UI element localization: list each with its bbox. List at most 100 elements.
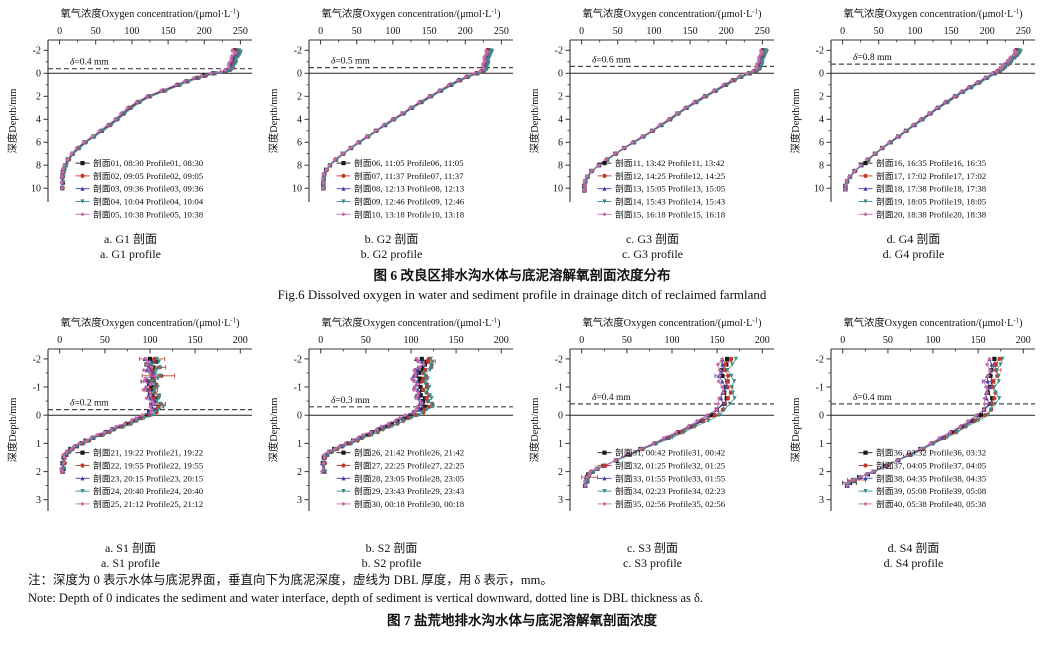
panel-caption-cn: d. G4 剖面 (886, 232, 941, 246)
svg-text:2: 2 (558, 92, 563, 103)
svg-text:2: 2 (297, 92, 302, 103)
svg-text:150: 150 (187, 335, 202, 346)
panel-caption-en: a. G1 profile (100, 247, 161, 261)
panel-caption-en: d. G4 profile (882, 247, 945, 261)
svg-text:剖面36, 03:32 Profile36, 03:32: 剖面36, 03:32 Profile36, 03:32 (876, 447, 986, 458)
svg-text:剖面31, 00:42 Profile31, 00:42: 剖面31, 00:42 Profile31, 00:42 (615, 447, 725, 458)
svg-text:剖面22, 19:55 Profile22, 19:55: 剖面22, 19:55 Profile22, 19:55 (93, 460, 204, 471)
figure6-caption-en: Fig.6 Dissolved oxygen in water and sedi… (277, 287, 767, 302)
svg-text:150: 150 (943, 26, 958, 37)
svg-text:-2: -2 (815, 46, 823, 57)
panel-caption-cn: a. G1 剖面 (104, 232, 157, 246)
svg-text:150: 150 (421, 26, 436, 37)
svg-text:剖面01, 08:30 Profile01, 08:30: 剖面01, 08:30 Profile01, 08:30 (93, 157, 204, 168)
svg-text:剖面33, 01:55 Profile33, 01:55: 剖面33, 01:55 Profile33, 01:55 (615, 472, 726, 483)
svg-text:氧气浓度Oxygen concentration/(μmol: 氧气浓度Oxygen concentration/(μmol·L-1) (843, 316, 1022, 329)
svg-text:剖面21, 19:22 Profile21, 19:22: 剖面21, 19:22 Profile21, 19:22 (93, 447, 203, 458)
svg-text:150: 150 (160, 26, 175, 37)
svg-text:氧气浓度Oxygen concentration/(μmol: 氧气浓度Oxygen concentration/(μmol·L-1) (321, 316, 500, 329)
chart-s2: 氧气浓度Oxygen concentration/(μmol·L-1)0 50 10… (267, 316, 513, 511)
svg-text:氧气浓度Oxygen concentration/(μmol: 氧气浓度Oxygen concentration/(μmol·L-1) (321, 7, 500, 20)
svg-text:150: 150 (709, 335, 724, 346)
svg-text:剖面03, 09:36 Profile03, 09:36: 剖面03, 09:36 Profile03, 09:36 (93, 183, 204, 194)
svg-text:-2: -2 (293, 354, 301, 365)
svg-text:0: 0 (36, 69, 41, 80)
svg-text:0: 0 (318, 26, 323, 37)
panel-caption-en: a. S1 profile (101, 556, 160, 570)
svg-text:3: 3 (36, 495, 41, 506)
svg-text:6: 6 (36, 138, 41, 149)
panel-caption-cn: c. S3 剖面 (626, 541, 678, 555)
svg-text:δ=0.4 mm: δ=0.4 mm (592, 393, 631, 403)
svg-text:2: 2 (36, 92, 41, 103)
svg-text:0: 0 (297, 411, 302, 422)
svg-text:0: 0 (579, 335, 584, 346)
svg-text:100: 100 (907, 26, 922, 37)
svg-text:0: 0 (819, 411, 824, 422)
svg-text:0: 0 (57, 26, 62, 37)
svg-text:剖面35, 02:56 Profile35, 02:56: 剖面35, 02:56 Profile35, 02:56 (615, 498, 726, 509)
svg-text:剖面24, 20:40 Profile24, 20:40: 剖面24, 20:40 Profile24, 20:40 (93, 485, 204, 496)
svg-text:200: 200 (718, 26, 733, 37)
svg-text:100: 100 (646, 26, 661, 37)
svg-text:50: 50 (882, 335, 892, 346)
svg-text:δ=0.8 mm: δ=0.8 mm (853, 53, 892, 63)
panel-caption-cn: c. G3 剖面 (626, 232, 679, 246)
svg-text:剖面02, 09:05 Profile02, 09:05: 剖面02, 09:05 Profile02, 09:05 (93, 170, 204, 181)
svg-text:100: 100 (925, 335, 940, 346)
svg-text:250: 250 (754, 26, 769, 37)
svg-text:氧气浓度Oxygen concentration/(μmol: 氧气浓度Oxygen concentration/(μmol·L-1) (60, 316, 239, 329)
svg-text:深度Depth/mm: 深度Depth/mm (267, 89, 280, 154)
svg-text:-1: -1 (32, 382, 40, 393)
svg-text:剖面15, 16:18 Profile15, 16:18: 剖面15, 16:18 Profile15, 16:18 (615, 208, 726, 219)
svg-text:50: 50 (90, 26, 100, 37)
svg-text:100: 100 (385, 26, 400, 37)
svg-text:剖面38, 04:35 Profile38, 04:35: 剖面38, 04:35 Profile38, 04:35 (876, 472, 987, 483)
svg-text:0: 0 (579, 26, 584, 37)
figure7-note-en: Note: Depth of 0 indicates the sediment … (28, 591, 704, 605)
figure-6: 氧气浓度Oxygen concentration/(μmol·L-1) 0 50 10… (0, 4, 1044, 303)
svg-text:0: 0 (558, 411, 563, 422)
svg-text:剖面20, 18:38 Profile20, 18:38: 剖面20, 18:38 Profile20, 18:38 (876, 208, 987, 219)
svg-text:50: 50 (621, 335, 631, 346)
panel-caption-en: d. S4 profile (883, 556, 944, 570)
svg-text:250: 250 (493, 26, 508, 37)
svg-text:-2: -2 (293, 46, 301, 57)
svg-text:1: 1 (819, 439, 824, 450)
svg-text:200: 200 (196, 26, 211, 37)
svg-text:200: 200 (1015, 335, 1030, 346)
svg-text:0: 0 (318, 335, 323, 346)
svg-text:100: 100 (403, 335, 418, 346)
svg-text:50: 50 (99, 335, 109, 346)
svg-text:剖面32, 01:25 Profile32, 01:25: 剖面32, 01:25 Profile32, 01:25 (615, 460, 726, 471)
svg-text:深度Depth/mm: 深度Depth/mm (528, 398, 541, 463)
panel-caption-en: c. S3 profile (623, 556, 682, 570)
svg-text:150: 150 (682, 26, 697, 37)
svg-text:δ=0.3 mm: δ=0.3 mm (331, 396, 370, 406)
figure7-note-cn: 注：深度为 0 表示水体与底泥界面，垂直向下为底泥深度，虚线为 DBL 厚度，用… (28, 573, 553, 587)
svg-text:200: 200 (232, 335, 247, 346)
svg-text:剖面09, 12:46 Profile09, 12:46: 剖面09, 12:46 Profile09, 12:46 (354, 196, 465, 207)
svg-text:2: 2 (297, 467, 302, 478)
chart-g2: 氧气浓度Oxygen concentration/(μmol·L-1) 0 50 10… (267, 7, 513, 219)
svg-text:100: 100 (124, 26, 139, 37)
chart-g1: 氧气浓度Oxygen concentration/(μmol·L-1) 0 50 10… (6, 7, 252, 219)
svg-text:剖面05, 10:38 Profile05, 10:38: 剖面05, 10:38 Profile05, 10:38 (93, 208, 204, 219)
svg-text:-1: -1 (815, 382, 823, 393)
svg-text:δ=0.6 mm: δ=0.6 mm (592, 55, 631, 65)
figure6-caption-cn: 图 6 改良区排水沟水体与底泥溶解氧剖面浓度分布 (373, 268, 671, 283)
svg-text:深度Depth/mm: 深度Depth/mm (6, 398, 19, 463)
svg-text:氧气浓度Oxygen concentration/(μmol: 氧气浓度Oxygen concentration/(μmol·L-1) (60, 7, 239, 20)
svg-text:0: 0 (819, 69, 824, 80)
svg-text:2: 2 (558, 467, 563, 478)
svg-text:剖面14, 15:43 Profile14, 15:43: 剖面14, 15:43 Profile14, 15:43 (615, 196, 726, 207)
svg-text:50: 50 (612, 26, 622, 37)
svg-text:0: 0 (840, 335, 845, 346)
svg-text:8: 8 (36, 161, 41, 172)
svg-text:0: 0 (558, 69, 563, 80)
chart-g4: 氧气浓度Oxygen concentration/(μmol·L-1) 0 50 10… (789, 7, 1035, 219)
svg-text:深度Depth/mm: 深度Depth/mm (528, 89, 541, 154)
svg-text:氧气浓度Oxygen concentration/(μmol: 氧气浓度Oxygen concentration/(μmol·L-1) (582, 316, 761, 329)
svg-text:250: 250 (1015, 26, 1030, 37)
